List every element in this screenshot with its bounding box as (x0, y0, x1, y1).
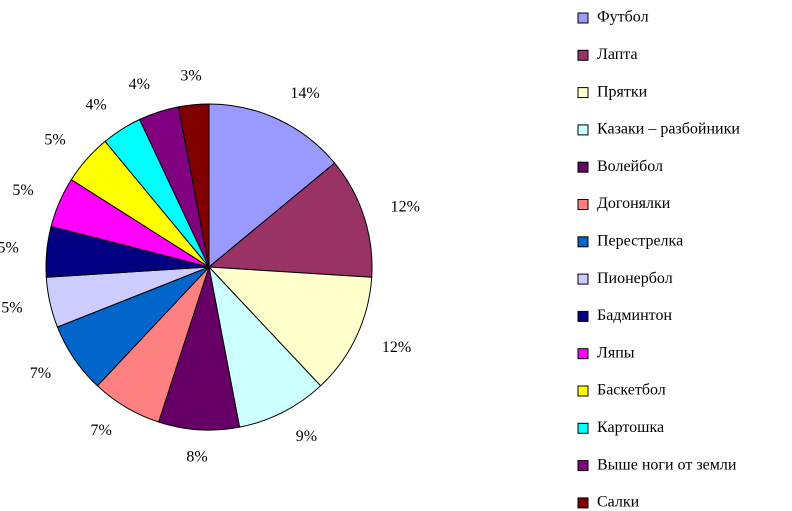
pie-slice (208, 265, 322, 428)
legend-label: Баскетбол (597, 382, 666, 399)
legend-swatch (577, 385, 589, 397)
pie-slice (207, 266, 373, 387)
data-label: 12% (382, 339, 411, 356)
legend-label: Волейбол (597, 158, 663, 175)
legend-label: Картошка (597, 419, 664, 436)
legend-swatch (577, 236, 589, 248)
data-label: 5% (12, 182, 33, 199)
data-label: 5% (0, 240, 19, 257)
data-label: 12% (391, 199, 420, 216)
legend-label: Догонялки (597, 195, 671, 212)
data-label: 5% (44, 131, 65, 148)
legend-label: Пионербол (597, 270, 673, 287)
legend-swatch (577, 460, 589, 472)
data-label: 4% (85, 96, 106, 113)
data-label: 7% (30, 365, 51, 382)
data-label: 7% (90, 422, 111, 439)
legend-swatch (577, 87, 589, 99)
legend-label: Выше ноги от земли (597, 456, 737, 473)
legend-label: Футбол (597, 9, 649, 26)
legend-swatch (577, 49, 589, 61)
legend-label: Лапта (597, 46, 638, 63)
data-label: 5% (1, 299, 22, 316)
legend-label: Бадминтон (597, 307, 672, 324)
legend-label: Салки (597, 494, 640, 511)
data-label: 8% (186, 448, 207, 465)
legend-swatch (577, 422, 589, 434)
legend-swatch (577, 497, 589, 509)
pie-slice (207, 162, 373, 278)
legend-swatch (577, 348, 589, 360)
legend-label: Прятки (597, 83, 648, 100)
pie-slice (177, 103, 210, 268)
data-label: 4% (129, 76, 150, 93)
legend-swatch (577, 199, 589, 210)
legend-label: Перестрелка (597, 232, 683, 249)
legend-label: Ляпы (597, 344, 635, 361)
legend-swatch (577, 310, 589, 322)
legend-label: Казаки – разбойники (597, 121, 740, 138)
legend-swatch (577, 273, 589, 285)
legend-swatch (577, 161, 589, 173)
legend-swatch (577, 124, 589, 136)
pie-slice (208, 103, 336, 269)
data-label: 3% (180, 68, 201, 85)
data-label: 9% (296, 428, 317, 445)
data-label: 14% (290, 85, 319, 102)
legend-swatch (577, 12, 589, 24)
